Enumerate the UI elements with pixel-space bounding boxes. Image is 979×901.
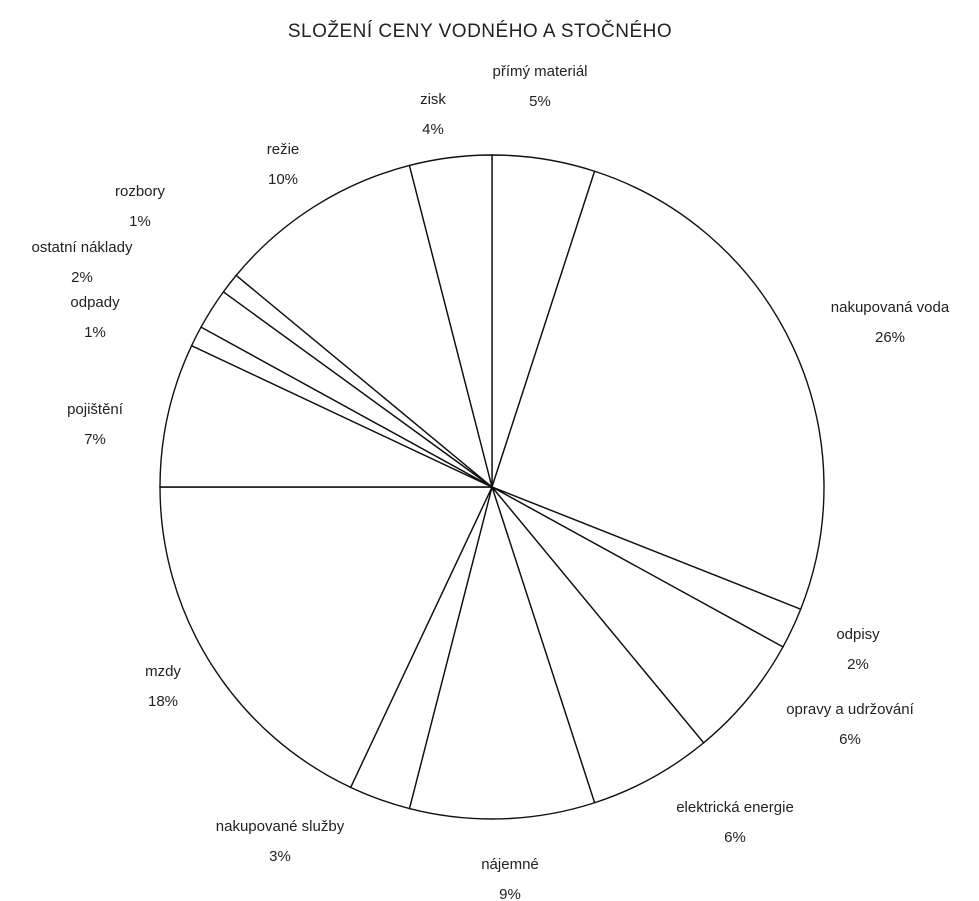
pie-slice — [408, 154, 493, 488]
value-label: 1% — [84, 324, 106, 341]
slice-label: zisk — [420, 91, 446, 108]
value-label: 18% — [148, 693, 178, 710]
slice-label: opravy a udržování — [786, 701, 914, 718]
value-label: 2% — [847, 656, 869, 673]
value-label: 9% — [499, 886, 521, 901]
slice-label: přímý materiál — [492, 63, 587, 80]
slice-label: nakupovaná voda — [831, 299, 950, 316]
pie-slice — [235, 164, 494, 489]
slice-label: rozbory — [115, 183, 166, 200]
pie-slice — [159, 344, 493, 488]
pie-slice — [491, 486, 784, 744]
value-label: 26% — [875, 329, 905, 346]
value-label: 3% — [269, 848, 291, 865]
slice-label: nájemné — [481, 856, 539, 873]
chart-title: SLOŽENÍ CENY VODNÉHO A STOČNÉHO — [288, 20, 672, 42]
pie-slice — [491, 170, 825, 611]
pie-slice — [408, 484, 596, 820]
slice-label: ostatní náklady — [32, 239, 133, 256]
pie-slice — [491, 486, 705, 804]
value-label: 7% — [84, 431, 106, 448]
value-label: 1% — [129, 213, 151, 230]
slice-label: odpisy — [836, 626, 880, 643]
slice-label: odpady — [70, 294, 120, 311]
slice-label: nakupované služby — [216, 818, 345, 835]
value-label: 2% — [71, 269, 93, 286]
slice-label: pojištění — [67, 401, 124, 418]
slice-label: režie — [267, 141, 300, 158]
value-label: 10% — [268, 171, 298, 188]
slice-label: elektrická energie — [676, 799, 794, 816]
value-label: 4% — [422, 121, 444, 138]
value-label: 6% — [724, 829, 746, 846]
pie-slice — [159, 486, 494, 789]
value-label: 5% — [529, 93, 551, 110]
slice-label: mzdy — [145, 663, 181, 680]
value-label: 6% — [839, 731, 861, 748]
